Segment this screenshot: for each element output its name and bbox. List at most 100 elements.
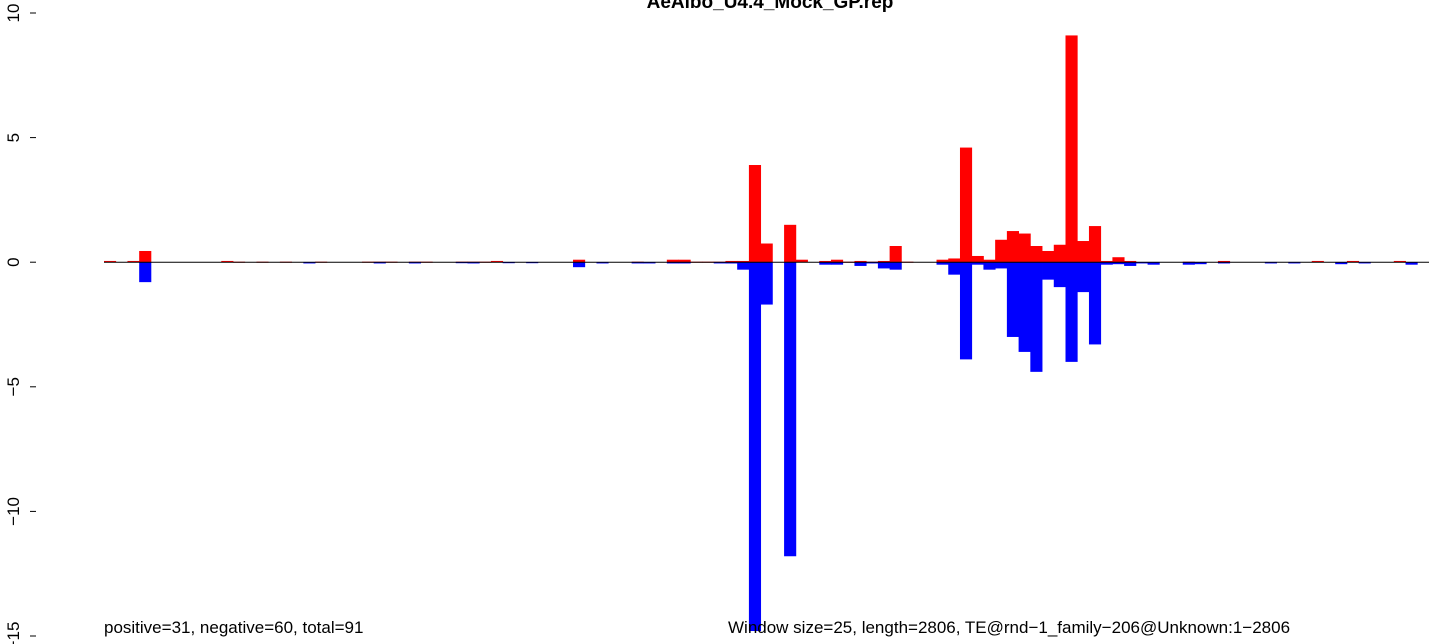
positive-bar — [666, 259, 679, 263]
positive-bar — [784, 224, 797, 263]
negative-bar — [1405, 262, 1418, 265]
negative-bar — [1335, 262, 1348, 265]
positive-bar — [936, 259, 949, 263]
bars — [104, 35, 1418, 632]
positive-bar — [1311, 260, 1324, 263]
negative-bar — [737, 262, 750, 270]
negative-bar — [971, 262, 984, 264]
positive-bar — [104, 260, 117, 263]
negative-bar — [760, 262, 773, 305]
y-axis: 10 5 0 −5 −10 −15 — [4, 4, 36, 644]
positive-bar — [725, 260, 738, 263]
negative-bar — [1006, 262, 1020, 337]
positive-bar — [1006, 231, 1020, 263]
negative-bar — [1358, 262, 1371, 264]
negative-bar — [1217, 262, 1231, 264]
negative-bar — [467, 262, 480, 264]
negative-bar — [643, 262, 656, 264]
positive-bar — [1030, 246, 1043, 263]
y-tick-label: −10 — [4, 497, 23, 526]
positive-bar — [1124, 260, 1137, 263]
negative-bar — [408, 262, 421, 264]
positive-bar — [760, 243, 773, 263]
negative-bar — [830, 262, 844, 265]
negative-bar — [1288, 262, 1301, 264]
positive-bar — [1346, 260, 1360, 263]
negative-bar — [959, 262, 973, 360]
positive-bar — [830, 259, 844, 263]
positive-bar — [983, 259, 996, 263]
negative-bar — [983, 262, 996, 270]
positive-bar — [877, 260, 891, 263]
positive-bar — [795, 259, 808, 263]
positive-bar — [139, 250, 152, 263]
positive-bar — [819, 260, 832, 263]
negative-bar — [373, 262, 386, 264]
negative-bar — [819, 262, 832, 265]
negative-bar — [596, 262, 609, 264]
positive-bar — [1053, 244, 1066, 263]
negative-bar — [303, 262, 316, 264]
negative-bar — [713, 262, 726, 264]
negative-bar — [1112, 262, 1125, 264]
positive-bar — [678, 259, 691, 263]
negative-bar — [1264, 262, 1277, 264]
positive-bar — [221, 260, 234, 263]
positive-bar — [127, 260, 140, 263]
negative-bar — [1077, 262, 1090, 293]
positive-bar — [1393, 260, 1406, 263]
negative-bar — [725, 262, 738, 264]
positive-bar — [490, 260, 504, 263]
y-tick-label: −5 — [4, 377, 23, 396]
negative-bar — [936, 262, 949, 265]
counts-annotation: positive=31, negative=60, total=91 — [104, 618, 363, 637]
window-annotation: Window size=25, length=2806, TE@rnd−1_fa… — [728, 618, 1290, 637]
negative-bar — [1100, 262, 1113, 265]
negative-bar — [948, 262, 961, 275]
positive-bar — [1077, 241, 1090, 263]
negative-bar — [1135, 262, 1148, 264]
negative-bar — [1018, 262, 1031, 352]
positive-bar — [854, 260, 867, 263]
negative-bar — [678, 262, 691, 264]
negative-bar — [854, 262, 867, 266]
negative-bar — [1182, 262, 1195, 265]
y-tick-label: −15 — [4, 622, 23, 644]
positive-bar — [1112, 257, 1125, 263]
positive-bar — [889, 246, 902, 263]
negative-bar — [1124, 262, 1137, 266]
negative-bar — [784, 262, 797, 557]
negative-bar — [1194, 262, 1207, 265]
positive-bar — [995, 239, 1008, 263]
y-tick-label: 0 — [4, 257, 23, 266]
negative-bar — [877, 262, 891, 269]
positive-bar — [748, 165, 762, 263]
negative-bar — [1042, 262, 1055, 280]
y-tick-label: 10 — [4, 4, 23, 23]
negative-bar — [748, 262, 762, 632]
negative-bar — [631, 262, 644, 264]
positive-bar — [971, 255, 984, 263]
positive-bar — [959, 147, 973, 263]
negative-bar — [866, 262, 879, 264]
negative-bar — [666, 262, 679, 264]
positive-bar — [737, 260, 750, 263]
negative-bar — [139, 262, 152, 283]
positive-bar — [1100, 260, 1113, 263]
negative-bar — [889, 262, 902, 270]
negative-bar — [995, 262, 1008, 269]
positive-bar — [1065, 35, 1078, 263]
chart-title: AeAlbo_U4.4_Mock_GP.rep — [647, 0, 894, 13]
negative-bar — [1065, 262, 1078, 362]
positive-bar — [1042, 250, 1055, 263]
positive-bar — [948, 258, 961, 263]
negative-bar — [1088, 262, 1102, 345]
y-tick-label: 5 — [4, 133, 23, 142]
positive-bar — [573, 259, 586, 263]
positive-bar — [1018, 233, 1031, 263]
positive-bar — [1217, 260, 1231, 263]
negative-bar — [1147, 262, 1160, 265]
negative-bar — [573, 262, 586, 268]
negative-bar — [1030, 262, 1043, 372]
